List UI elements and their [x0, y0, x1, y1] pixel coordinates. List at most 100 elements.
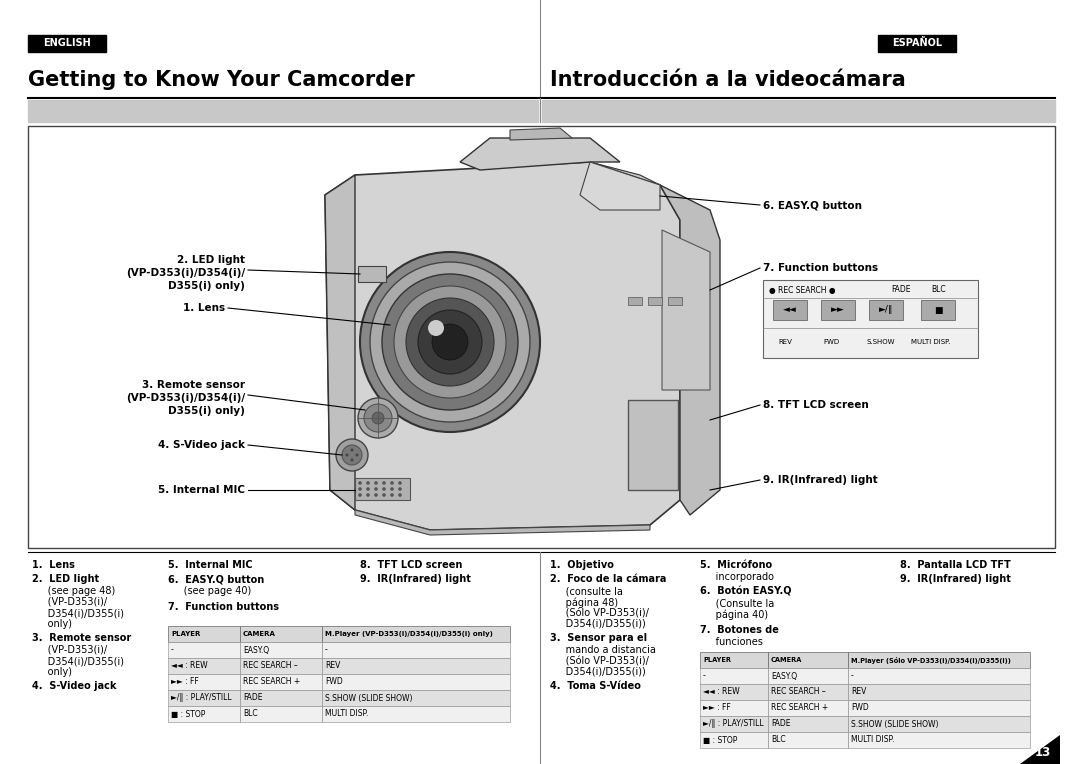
- Circle shape: [399, 487, 402, 490]
- Text: REC SEARCH –: REC SEARCH –: [243, 662, 298, 671]
- Circle shape: [382, 494, 386, 497]
- Circle shape: [357, 398, 399, 438]
- Bar: [869, 300, 903, 320]
- Text: ■ : STOP: ■ : STOP: [703, 736, 738, 744]
- Bar: [700, 652, 768, 668]
- Text: 6.  EASY.Q button: 6. EASY.Q button: [168, 574, 265, 584]
- Circle shape: [359, 487, 362, 490]
- Circle shape: [428, 320, 444, 336]
- Bar: [700, 732, 768, 748]
- Text: 5.  Internal MIC: 5. Internal MIC: [168, 560, 253, 570]
- Circle shape: [390, 494, 394, 497]
- Text: ESPAÑOL: ESPAÑOL: [892, 38, 942, 48]
- Text: D354(i)/D355(i)): D354(i)/D355(i)): [550, 667, 646, 677]
- Circle shape: [382, 487, 386, 490]
- Bar: [768, 684, 848, 700]
- Circle shape: [366, 481, 369, 485]
- Text: only): only): [32, 619, 72, 629]
- Text: (VP-D353(i)/: (VP-D353(i)/: [32, 645, 107, 655]
- Bar: [848, 684, 1030, 700]
- Text: Introducción a la videocámara: Introducción a la videocámara: [550, 70, 906, 90]
- Circle shape: [432, 324, 468, 360]
- Text: -: -: [703, 672, 705, 681]
- Bar: [168, 674, 240, 690]
- Bar: [322, 642, 510, 658]
- Polygon shape: [627, 400, 678, 490]
- Text: BLC: BLC: [931, 286, 946, 294]
- Text: MULTI DISP.: MULTI DISP.: [325, 710, 368, 718]
- Text: 8.  TFT LCD screen: 8. TFT LCD screen: [360, 560, 462, 570]
- Text: 6. EASY.Q button: 6. EASY.Q button: [762, 200, 862, 210]
- Bar: [768, 732, 848, 748]
- Text: FWD: FWD: [823, 339, 839, 345]
- Polygon shape: [590, 162, 660, 185]
- Bar: [821, 300, 855, 320]
- Circle shape: [351, 448, 353, 452]
- Text: incorporado: incorporado: [700, 572, 774, 582]
- Circle shape: [372, 412, 384, 424]
- Text: S.SHOW: S.SHOW: [867, 339, 895, 345]
- Text: ◄◄: ◄◄: [783, 306, 797, 315]
- Text: 7.  Botones de: 7. Botones de: [700, 625, 779, 635]
- Text: Vistas frontal y lateral izquierda: Vistas frontal y lateral izquierda: [549, 105, 791, 118]
- Text: -: -: [851, 672, 854, 681]
- Text: (Consulte la: (Consulte la: [700, 598, 774, 608]
- Circle shape: [336, 439, 368, 471]
- Text: (see page 48): (see page 48): [32, 586, 116, 596]
- Text: EASY.Q: EASY.Q: [771, 672, 797, 681]
- Polygon shape: [510, 128, 572, 140]
- Bar: [848, 668, 1030, 684]
- Bar: [700, 716, 768, 732]
- Text: 13: 13: [1035, 746, 1051, 759]
- Text: PLAYER: PLAYER: [171, 631, 201, 637]
- Polygon shape: [662, 230, 710, 390]
- Bar: [322, 674, 510, 690]
- Text: ■: ■: [934, 306, 942, 315]
- Circle shape: [359, 481, 362, 485]
- Polygon shape: [355, 510, 650, 535]
- Text: 4.  Toma S-Vídeo: 4. Toma S-Vídeo: [550, 681, 640, 691]
- Text: (Sólo VP-D353(i)/: (Sólo VP-D353(i)/: [550, 656, 649, 666]
- Bar: [357, 266, 386, 282]
- Text: Getting to Know Your Camcorder: Getting to Know Your Camcorder: [28, 70, 415, 90]
- Text: FADE: FADE: [891, 286, 910, 294]
- Bar: [168, 706, 240, 722]
- Text: ►/‖: ►/‖: [879, 306, 893, 315]
- Text: 4.  S-Video jack: 4. S-Video jack: [32, 681, 117, 691]
- Text: funciones: funciones: [700, 637, 762, 647]
- Polygon shape: [1020, 735, 1059, 764]
- Text: ◄◄ : REW: ◄◄ : REW: [703, 688, 740, 697]
- Text: CAMERA: CAMERA: [771, 657, 802, 663]
- Text: -: -: [171, 646, 174, 655]
- Circle shape: [370, 262, 530, 422]
- Text: ►/‖ : PLAY/STILL: ►/‖ : PLAY/STILL: [703, 720, 764, 729]
- Text: BLC: BLC: [243, 710, 258, 718]
- Text: ►►: ►►: [832, 306, 845, 315]
- Text: CAMERA: CAMERA: [243, 631, 275, 637]
- Text: MULTI DISP.: MULTI DISP.: [851, 736, 894, 744]
- Text: (Sólo VP-D353(i)/: (Sólo VP-D353(i)/: [550, 608, 649, 618]
- Bar: [322, 626, 510, 642]
- Bar: [322, 658, 510, 674]
- Polygon shape: [325, 162, 680, 530]
- Text: ■ : STOP: ■ : STOP: [171, 710, 205, 718]
- Circle shape: [374, 481, 378, 485]
- Text: 8.  Pantalla LCD TFT: 8. Pantalla LCD TFT: [900, 560, 1011, 570]
- Circle shape: [374, 494, 378, 497]
- Bar: [768, 716, 848, 732]
- Text: (consulte la: (consulte la: [550, 586, 623, 596]
- Circle shape: [364, 404, 392, 432]
- Bar: [322, 690, 510, 706]
- Circle shape: [382, 481, 386, 485]
- Text: página 40): página 40): [700, 609, 768, 620]
- Text: 9.  IR(Infrared) light: 9. IR(Infrared) light: [360, 574, 471, 584]
- Text: 4. S-Video jack: 4. S-Video jack: [158, 440, 245, 450]
- Polygon shape: [580, 162, 660, 210]
- Text: 3.  Sensor para el: 3. Sensor para el: [550, 633, 647, 643]
- Bar: [848, 732, 1030, 748]
- Circle shape: [374, 487, 378, 490]
- Text: 2.  Foco de la cámara: 2. Foco de la cámara: [550, 574, 666, 584]
- Text: REC SEARCH +: REC SEARCH +: [771, 704, 828, 713]
- Bar: [762, 280, 978, 358]
- Text: M.Player (Sólo VP-D353(i)/D354(i)/D355(i)): M.Player (Sólo VP-D353(i)/D354(i)/D355(i…: [851, 656, 1011, 663]
